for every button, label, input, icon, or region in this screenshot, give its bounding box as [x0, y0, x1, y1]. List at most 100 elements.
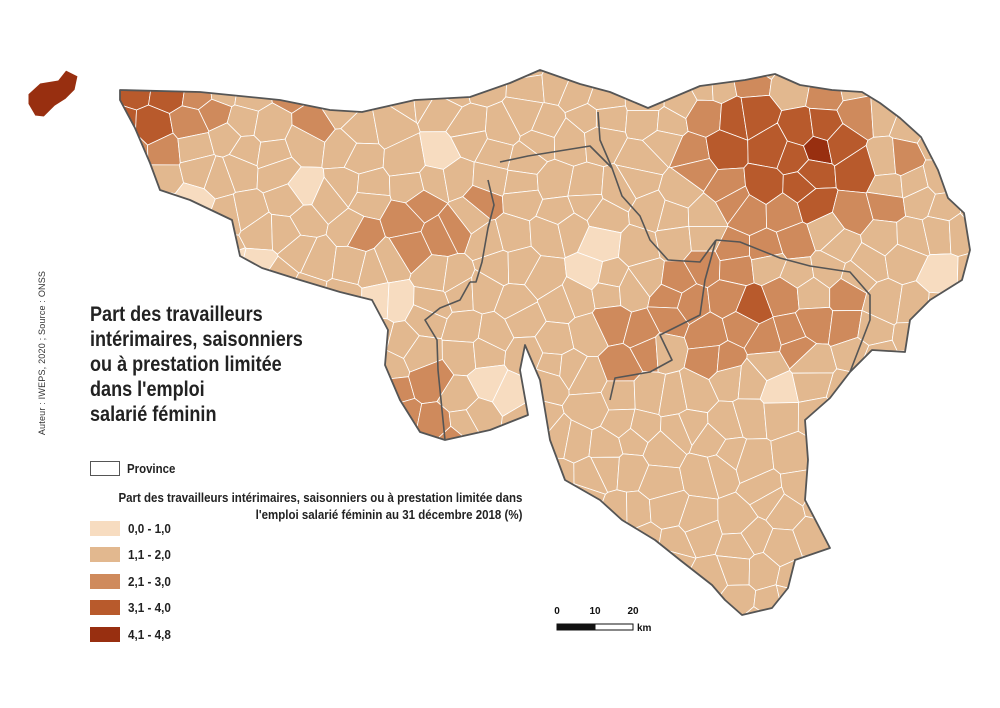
municipality — [895, 588, 939, 615]
municipality — [914, 402, 952, 439]
municipality — [360, 618, 420, 685]
municipality — [911, 70, 952, 114]
municipality — [120, 425, 147, 461]
municipality — [682, 618, 722, 685]
legend-class-1: 0,0 - 1,0 — [90, 515, 176, 542]
legend-title: Part des travailleurs intérimaires, sais… — [118, 491, 523, 522]
municipality — [944, 132, 970, 174]
municipality — [619, 70, 667, 83]
municipality — [916, 555, 955, 590]
municipality — [587, 77, 626, 111]
municipality — [829, 399, 867, 431]
municipality — [928, 374, 964, 420]
legend-class-2: 1,1 - 2,0 — [90, 542, 176, 569]
municipality — [376, 459, 413, 494]
municipality — [617, 555, 663, 591]
legend-class-5: 4,1 - 4,8 — [90, 621, 176, 648]
scale-tick-0: 0 — [554, 606, 560, 617]
municipality — [302, 539, 341, 578]
municipality — [801, 553, 839, 586]
municipality — [236, 519, 278, 566]
municipality — [226, 577, 265, 615]
municipality — [120, 103, 137, 148]
municipality — [445, 70, 483, 81]
municipality — [205, 576, 231, 614]
municipality — [356, 597, 395, 615]
municipality — [595, 571, 626, 609]
municipality — [956, 246, 970, 287]
municipality — [411, 617, 464, 681]
municipality — [760, 70, 811, 71]
municipality — [591, 282, 622, 310]
municipality — [511, 576, 547, 612]
municipality — [322, 610, 367, 615]
legend-class-3: 2,1 - 3,0 — [90, 568, 176, 595]
municipality — [837, 558, 876, 595]
municipality — [354, 70, 400, 80]
municipality — [958, 137, 970, 201]
municipality — [322, 430, 349, 462]
municipality — [120, 214, 127, 253]
municipality — [919, 486, 950, 526]
municipality — [282, 533, 323, 569]
municipality — [916, 126, 955, 161]
municipality — [960, 341, 970, 407]
legend-label-4: 3,1 - 4,0 — [128, 600, 171, 616]
municipality — [507, 435, 547, 470]
municipality — [388, 70, 426, 84]
municipality — [556, 553, 585, 588]
municipality — [824, 576, 860, 615]
municipality — [688, 70, 721, 79]
municipality — [356, 399, 394, 438]
municipality — [955, 467, 970, 512]
author-source-credit: Auteur : IWEPS, 2020 ; Source : ONSS — [32, 268, 52, 438]
province-swatch — [90, 460, 120, 476]
municipality — [361, 282, 390, 320]
municipality — [199, 70, 245, 78]
municipality — [838, 462, 866, 495]
municipality — [378, 523, 421, 560]
municipality — [295, 575, 328, 614]
municipality — [54, 119, 116, 161]
municipality — [509, 610, 552, 615]
comines-enclave — [27, 69, 79, 118]
municipality — [891, 322, 933, 352]
municipality — [946, 483, 970, 519]
title-line-1: Part des travailleurs — [90, 303, 263, 326]
municipality — [52, 233, 115, 302]
municipality — [543, 582, 577, 612]
municipality — [811, 434, 846, 471]
municipality — [654, 582, 693, 615]
title-line-2: intérimaires, saisonniers — [90, 328, 303, 351]
municipality — [120, 70, 153, 111]
municipality — [514, 70, 568, 71]
municipality — [301, 70, 331, 105]
municipality — [178, 223, 215, 275]
municipality — [505, 556, 545, 585]
municipality — [450, 574, 485, 611]
municipality — [866, 513, 908, 555]
municipality — [152, 216, 189, 259]
municipality — [537, 457, 575, 492]
municipality — [226, 614, 258, 615]
municipality — [656, 70, 699, 82]
municipality — [918, 523, 954, 560]
municipality — [834, 492, 870, 528]
municipality — [691, 70, 748, 71]
municipality — [413, 549, 460, 591]
municipality — [120, 221, 155, 258]
municipality — [886, 613, 929, 615]
map-title: Part des travailleurs intérimaires, sais… — [90, 302, 348, 427]
municipality — [47, 144, 114, 213]
legend-label-5: 4,1 - 4,8 — [128, 626, 171, 642]
municipality — [120, 190, 151, 227]
municipality — [406, 438, 441, 468]
municipality — [914, 312, 952, 342]
municipality — [231, 428, 265, 466]
municipality — [120, 162, 145, 199]
municipality — [899, 562, 930, 592]
municipality — [397, 70, 450, 80]
municipality — [508, 70, 545, 81]
municipality — [949, 398, 970, 442]
